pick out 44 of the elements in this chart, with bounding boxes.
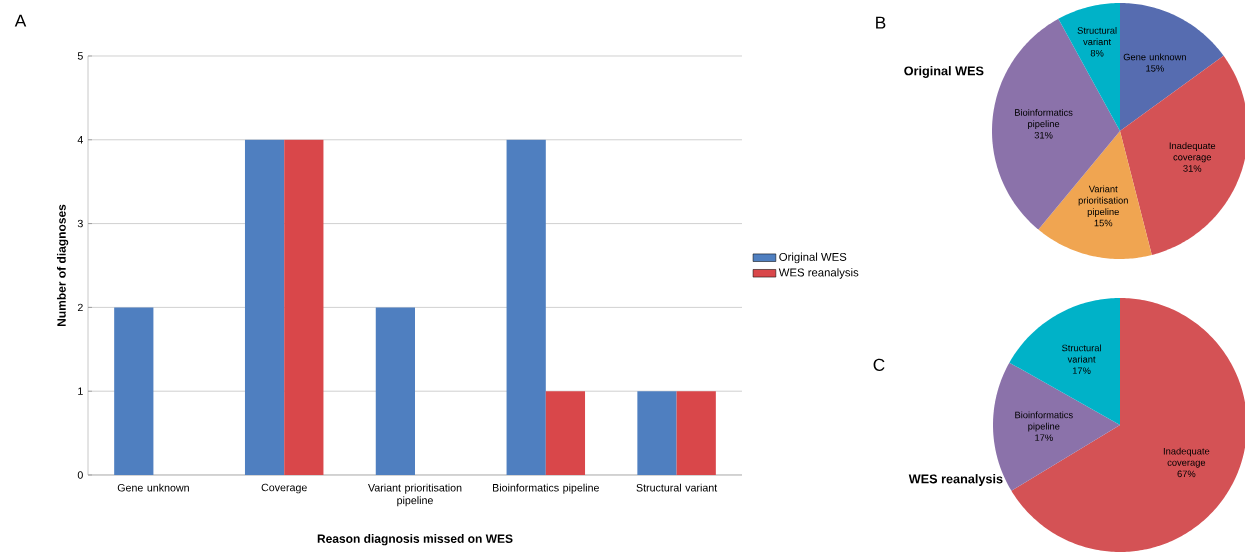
slice-label: Inadequate coverage [1163, 447, 1210, 468]
y-tick-label: 3 [77, 219, 83, 228]
data-label: 17% [1072, 367, 1091, 374]
data-label: 31% [1183, 165, 1202, 172]
x-tick-label: Gene unknown [117, 483, 189, 492]
bar [244, 139, 285, 475]
legend-label: WES reanalysis [778, 268, 859, 279]
x-axis-title: Reason diagnosis missed on WES [317, 534, 513, 546]
data-label: 15% [1094, 219, 1113, 227]
y-tick-label: 1 [78, 387, 83, 395]
y-axis-title: Number of diagnoses [56, 204, 69, 327]
bar [506, 139, 546, 475]
y-tick-label: 4 [77, 136, 83, 144]
bar [114, 307, 154, 475]
text: WES reanalysis [908, 474, 1003, 486]
slice-label: Bioinformatics pipeline [1015, 109, 1073, 130]
legend-label: Original WES [779, 252, 847, 264]
bar [545, 391, 586, 475]
y-tick-label: 2 [77, 303, 83, 312]
bar [284, 139, 324, 475]
data-label: 15% [1146, 65, 1164, 72]
text: C [873, 358, 885, 371]
slice-label: Inadequate coverage [1169, 142, 1216, 163]
x-tick-label: Bioinformatics pipeline [493, 483, 599, 494]
slice-label: Variant prioritisation pipeline [1078, 185, 1128, 217]
x-tick-label: Coverage [261, 483, 307, 494]
data-label: 67% [1177, 470, 1196, 478]
bar [637, 391, 677, 475]
data-label: 31% [1034, 131, 1053, 139]
text: Original WES [904, 66, 984, 78]
data-label: 8% [1090, 49, 1104, 57]
x-tick-label: Structural variant [636, 483, 718, 492]
slice-label: Gene unknown [1123, 53, 1186, 61]
bar [676, 391, 716, 475]
text: A [14, 14, 27, 27]
slice-label: Bioinformatics pipeline [1015, 411, 1073, 432]
slice-label: Structural variant [1077, 26, 1117, 46]
y-tick-label: 0 [77, 471, 83, 479]
text: B [876, 16, 886, 29]
slice-label: Structural variant [1062, 344, 1101, 363]
data-label: 17% [1035, 434, 1053, 441]
bar [375, 307, 415, 475]
y-tick-label: 5 [77, 52, 83, 60]
x-tick-label: Variant prioritisation pipeline [368, 483, 462, 507]
